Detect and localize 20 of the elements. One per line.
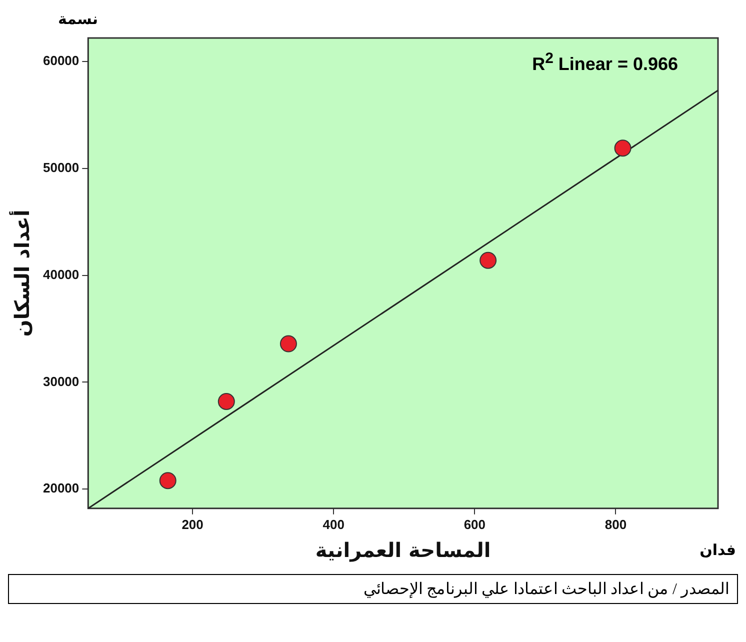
text: فدان xyxy=(700,541,736,559)
text: نسمة xyxy=(58,10,98,28)
point xyxy=(159,472,176,490)
text: المصدر / من اعداد الباحث اعتمادا علي البرنامج الإحصائي xyxy=(8,574,738,604)
y-axis-title: أعداد السكان xyxy=(9,210,34,337)
point xyxy=(280,335,297,352)
point xyxy=(614,140,632,157)
x-tick-label: 800 xyxy=(604,516,627,532)
y-tick-label: 40000 xyxy=(42,266,80,282)
x-tick-label: 600 xyxy=(464,516,486,532)
point xyxy=(218,392,235,410)
y-tick-label: 30000 xyxy=(42,374,80,389)
x-axis-title: المساحة العمرانية xyxy=(315,538,491,562)
x-tick-label: 400 xyxy=(322,516,344,532)
x-tick-label: 200 xyxy=(182,516,204,532)
point xyxy=(480,252,497,269)
y-tick-label: 60000 xyxy=(42,53,80,68)
annotation: R$^{2}$ Linear = 0.966 xyxy=(532,50,678,75)
y-tick-label: 20000 xyxy=(42,480,80,496)
y-tick-label: 50000 xyxy=(42,160,80,176)
